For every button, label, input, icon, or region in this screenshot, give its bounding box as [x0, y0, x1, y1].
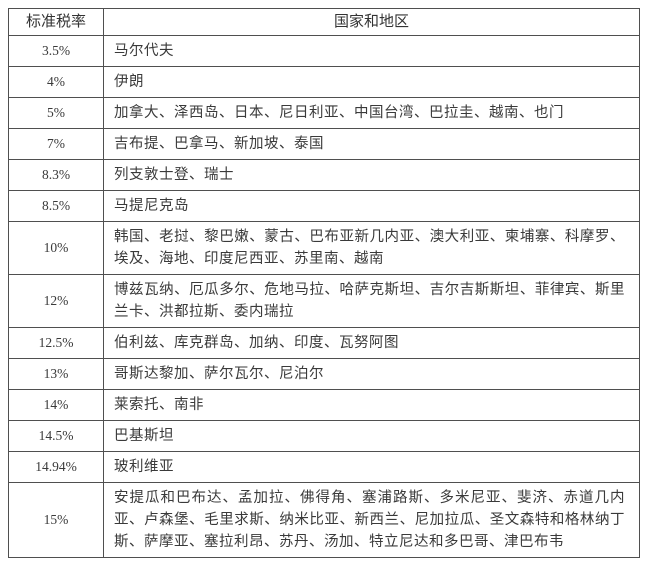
table-row: 13% 哥斯达黎加、萨尔瓦尔、尼泊尔 — [8, 358, 640, 390]
table-row: 10% 韩国、老挝、黎巴嫩、蒙古、巴布亚新几内亚、澳大利亚、柬埔寨、科摩罗、埃及、… — [8, 221, 640, 275]
table-row: 7% 吉布提、巴拿马、新加坡、泰国 — [8, 128, 640, 160]
table-row: 8.3% 列支敦士登、瑞士 — [8, 159, 640, 191]
rate-cell: 8.3% — [8, 159, 104, 191]
table-row: 14.5% 巴基斯坦 — [8, 420, 640, 452]
regions-cell: 马尔代夫 — [103, 35, 640, 67]
rate-cell: 14.5% — [8, 420, 104, 452]
rate-cell: 7% — [8, 128, 104, 160]
rate-cell: 5% — [8, 97, 104, 129]
regions-cell: 哥斯达黎加、萨尔瓦尔、尼泊尔 — [103, 358, 640, 390]
regions-cell: 吉布提、巴拿马、新加坡、泰国 — [103, 128, 640, 160]
rate-cell: 13% — [8, 358, 104, 390]
regions-cell: 马提尼克岛 — [103, 190, 640, 222]
table-row: 12% 博兹瓦纳、厄瓜多尔、危地马拉、哈萨克斯坦、吉尔吉斯斯坦、菲律宾、斯里兰卡、… — [8, 274, 640, 328]
table-row: 14% 莱索托、南非 — [8, 389, 640, 421]
table-row: 8.5% 马提尼克岛 — [8, 190, 640, 222]
rate-cell: 14.94% — [8, 451, 104, 483]
rate-cell: 10% — [8, 221, 104, 275]
header-regions: 国家和地区 — [103, 8, 640, 36]
regions-cell: 巴基斯坦 — [103, 420, 640, 452]
regions-cell: 玻利维亚 — [103, 451, 640, 483]
table-row: 15% 安提瓜和巴布达、孟加拉、佛得角、塞浦路斯、多米尼亚、斐济、赤道几内亚、卢森… — [8, 482, 640, 558]
rate-cell: 4% — [8, 66, 104, 98]
rate-cell: 15% — [8, 482, 104, 558]
tax-table-body: 3.5% 马尔代夫 4% 伊朗 5% 加拿大、泽西岛、日本、尼日利亚、中国台湾、巴拉圭、越… — [8, 35, 640, 558]
rate-cell: 8.5% — [8, 190, 104, 222]
table-row: 4% 伊朗 — [8, 66, 640, 98]
table-row: 5% 加拿大、泽西岛、日本、尼日利亚、中国台湾、巴拉圭、越南、也门 — [8, 97, 640, 129]
header-rate: 标准税率 — [8, 8, 104, 36]
regions-cell: 伊朗 — [103, 66, 640, 98]
regions-cell: 莱索托、南非 — [103, 389, 640, 421]
rate-cell: 12% — [8, 274, 104, 328]
table-row: 3.5% 马尔代夫 — [8, 35, 640, 67]
rate-cell: 3.5% — [8, 35, 104, 67]
table-row: 12.5% 伯利兹、库克群岛、加纳、印度、瓦努阿图 — [8, 327, 640, 359]
table-row: 14.94% 玻利维亚 — [8, 451, 640, 483]
tax-rate-table: 标准税率 国家和地区 3.5% 马尔代夫 4% 伊朗 5% 加拿大、泽西岛、日本、尼日利亚… — [8, 8, 640, 558]
regions-cell: 博兹瓦纳、厄瓜多尔、危地马拉、哈萨克斯坦、吉尔吉斯斯坦、菲律宾、斯里兰卡、洪都拉… — [103, 274, 640, 328]
table-header-row: 标准税率 国家和地区 — [8, 8, 640, 36]
rate-cell: 14% — [8, 389, 104, 421]
regions-cell: 韩国、老挝、黎巴嫩、蒙古、巴布亚新几内亚、澳大利亚、柬埔寨、科摩罗、埃及、海地、… — [103, 221, 640, 275]
rate-cell: 12.5% — [8, 327, 104, 359]
regions-cell: 加拿大、泽西岛、日本、尼日利亚、中国台湾、巴拉圭、越南、也门 — [103, 97, 640, 129]
regions-cell: 伯利兹、库克群岛、加纳、印度、瓦努阿图 — [103, 327, 640, 359]
regions-cell: 列支敦士登、瑞士 — [103, 159, 640, 191]
regions-cell: 安提瓜和巴布达、孟加拉、佛得角、塞浦路斯、多米尼亚、斐济、赤道几内亚、卢森堡、毛… — [103, 482, 640, 558]
